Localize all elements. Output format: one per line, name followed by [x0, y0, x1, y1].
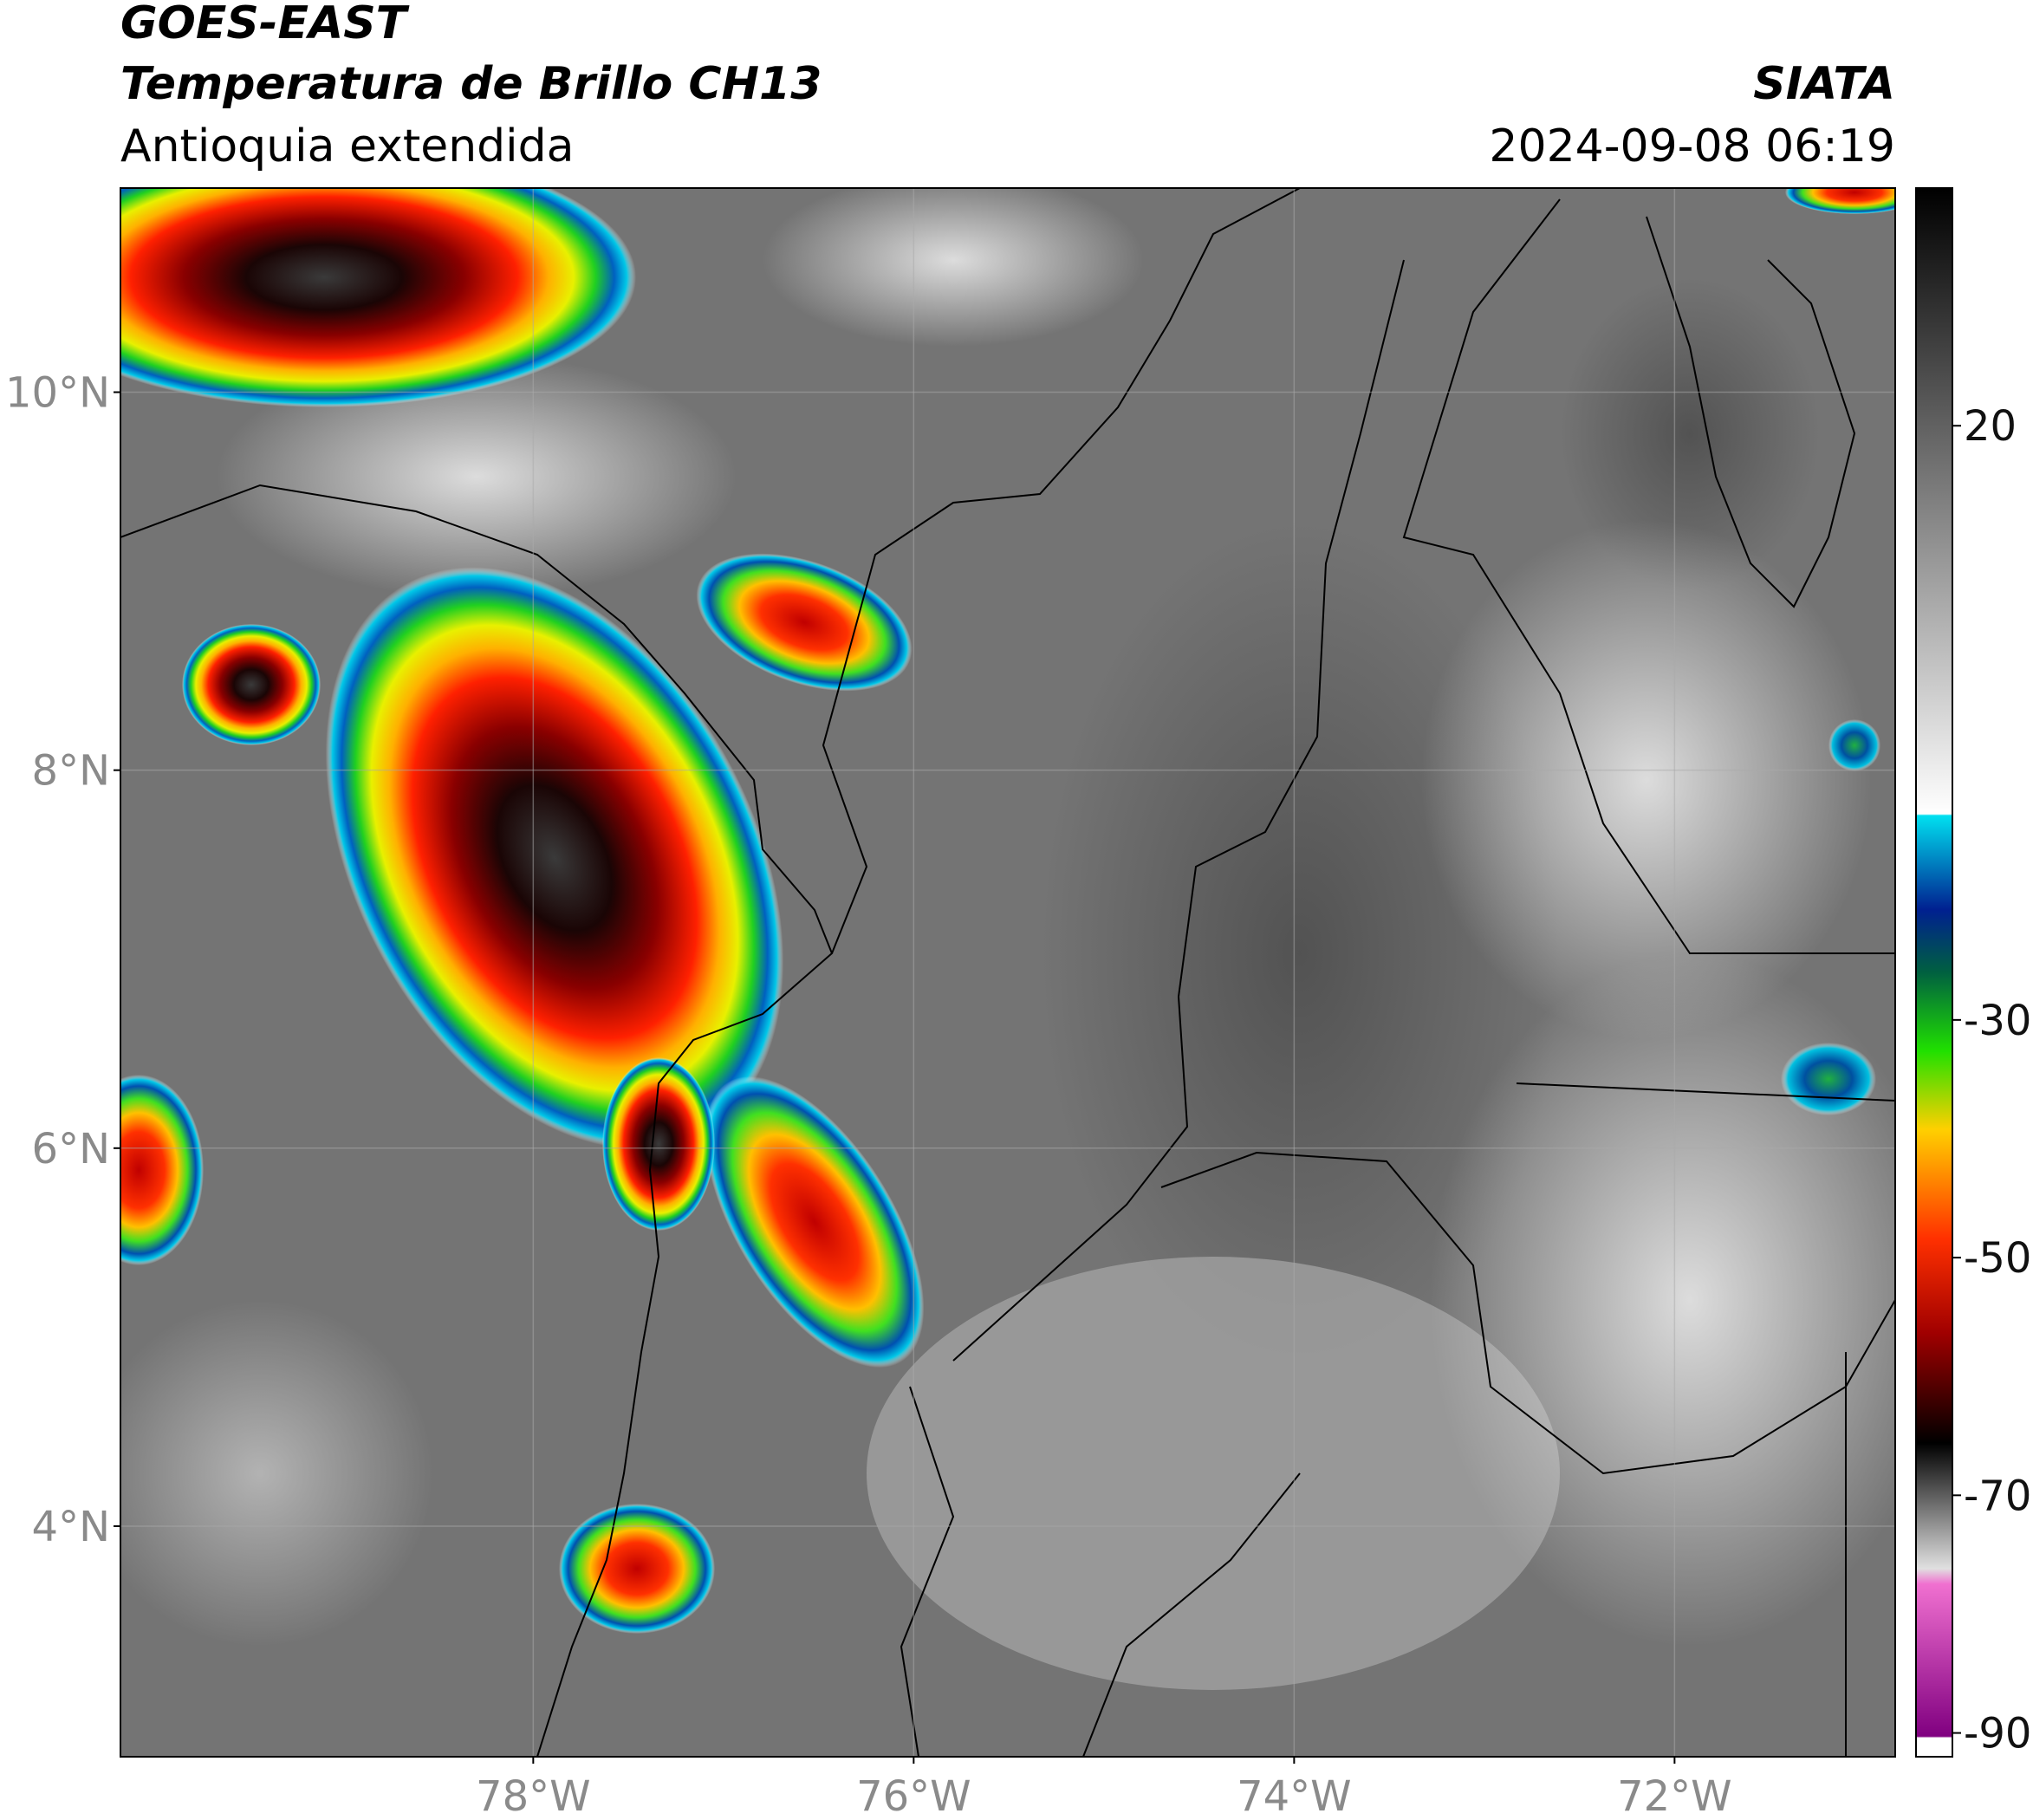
storm [120, 1075, 204, 1265]
cold-cloud [1781, 1043, 1876, 1115]
colorbar-label: 20 [1964, 402, 2017, 451]
cloud-area [763, 188, 1144, 347]
region: Antioquia extendida [120, 120, 575, 172]
colorbar [1915, 187, 1953, 1758]
storm [120, 188, 636, 407]
lon-label: 72°W [1617, 1772, 1732, 1820]
storm [325, 567, 784, 1149]
storm [559, 1504, 715, 1634]
lat-label: 8°N [32, 747, 110, 796]
lat-label: 6°N [32, 1125, 110, 1173]
subtitle: Temperatura de Brillo CH13 [120, 58, 822, 110]
grid [120, 188, 1895, 1757]
lon-label: 78°W [476, 1772, 591, 1820]
lat-label: 4°N [32, 1503, 110, 1551]
map-frame [120, 187, 1896, 1758]
lon-label: 76°W [856, 1772, 971, 1820]
colorbar-label: -50 [1964, 1234, 2031, 1283]
cloud-area [1421, 520, 1872, 1040]
cloud-area [867, 1257, 1560, 1690]
title: GOES-EAST [120, 0, 410, 49]
cloud-area [217, 355, 737, 598]
header: GOES-EAST Temperatura de Brillo CH13 Ant… [120, 0, 1895, 172]
source: SIATA [1753, 58, 1895, 110]
storm [602, 1057, 715, 1231]
warm-area [1560, 277, 1820, 589]
cloud-area [120, 1300, 433, 1647]
cloud-area [1430, 953, 1895, 1647]
colorbar-label: -30 [1964, 997, 2031, 1045]
cold-cloud [1828, 719, 1880, 771]
lat-label: 10°N [5, 369, 110, 418]
storm [182, 624, 321, 745]
lon-label: 74°W [1237, 1772, 1352, 1820]
datetime: 2024-09-08 06:19 [1489, 120, 1895, 172]
colorbar-label: -90 [1964, 1710, 2031, 1758]
storm [705, 1076, 925, 1368]
borders [120, 188, 1895, 1757]
colorbar-label: -70 [1964, 1472, 2031, 1520]
storm [696, 553, 913, 692]
satellite-image [120, 188, 1895, 1757]
storm [1785, 188, 1895, 214]
